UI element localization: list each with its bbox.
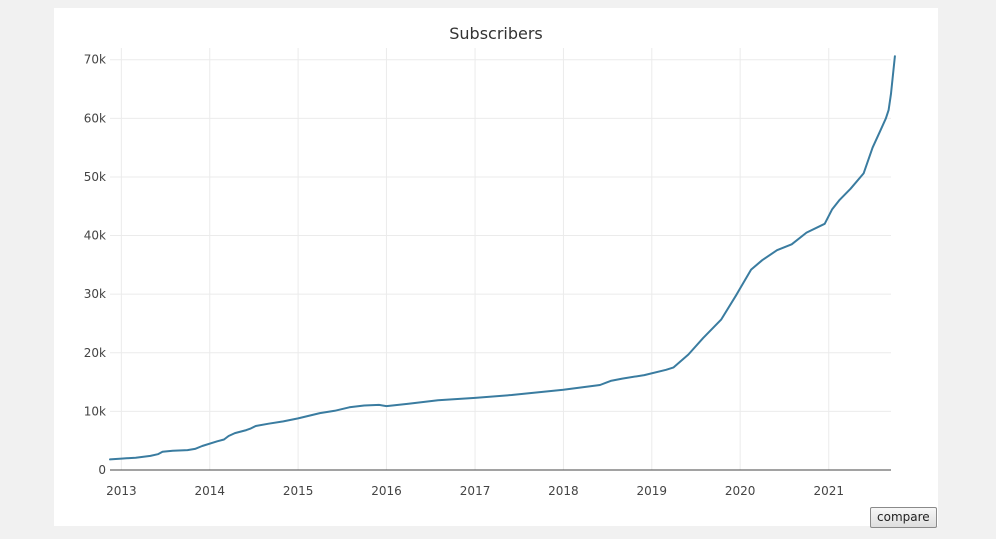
x-tick-label: 2020	[725, 484, 756, 498]
x-tick-label: 2017	[460, 484, 491, 498]
axes: 0 10k 20k 30k 40k 50k 60k 70k 2013 2014 2015 2016 20…	[84, 53, 891, 498]
series-layer	[109, 55, 896, 461]
compare-button[interactable]: compare	[870, 507, 937, 528]
grid	[110, 48, 891, 470]
x-tick-label: 2013	[106, 484, 137, 498]
x-tick-label: 2014	[194, 484, 225, 498]
series-line-subscribers	[109, 55, 896, 461]
y-tick-label: 20k	[84, 346, 106, 360]
x-tick-label: 2016	[371, 484, 402, 498]
x-tick-label: 2021	[814, 484, 845, 498]
y-tick-label: 10k	[84, 404, 106, 418]
x-tick-label: 2019	[637, 484, 668, 498]
chart-panel: Subscribers 0 10k 20k 30k 40k 50k 60k 70k 2013 20…	[54, 8, 938, 526]
x-tick-label: 2015	[283, 484, 314, 498]
y-tick-label: 30k	[84, 287, 106, 301]
y-tick-label: 70k	[84, 53, 106, 67]
line-chart: Subscribers 0 10k 20k 30k 40k 50k 60k 70k 2013 20…	[84, 24, 896, 498]
x-tick-label: 2018	[548, 484, 579, 498]
y-tick-label: 50k	[84, 170, 106, 184]
y-tick-label: 0	[98, 463, 106, 477]
chart-title: Subscribers	[449, 24, 543, 43]
y-tick-label: 40k	[84, 229, 106, 243]
y-tick-label: 60k	[84, 111, 106, 125]
